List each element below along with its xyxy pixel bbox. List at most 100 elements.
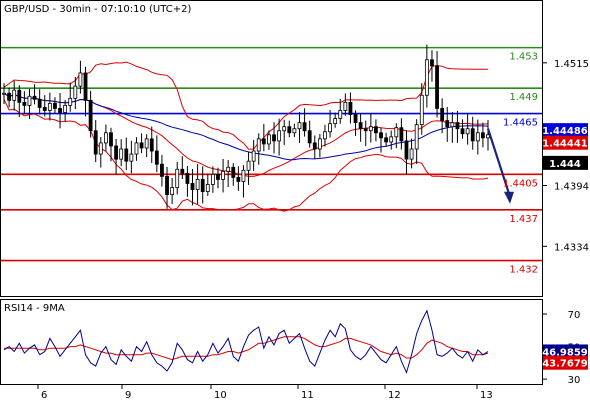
candle-body [282, 126, 287, 132]
candle-body [210, 173, 215, 185]
candle-body [414, 124, 419, 150]
candle-body [2, 92, 6, 95]
candle-body [323, 131, 327, 140]
candle-body [88, 99, 93, 132]
x-tick-label: 11 [301, 390, 314, 400]
candle-body [267, 134, 271, 145]
candle-body [236, 176, 241, 182]
candle-body [343, 101, 348, 111]
level-label: 1.437 [509, 214, 538, 225]
candle-body [42, 107, 47, 111]
candle-body [149, 138, 154, 152]
candle-body [445, 120, 450, 128]
candle-body [226, 166, 231, 172]
candle-body [435, 65, 439, 109]
price-tag [543, 135, 588, 150]
price-tag [543, 155, 588, 170]
candle-body [175, 168, 180, 188]
candle-body [22, 101, 27, 106]
candle-body [363, 128, 368, 132]
candle-body [160, 163, 164, 177]
rsi-value-tag [543, 344, 588, 359]
candle-body [302, 122, 307, 132]
candle-body [7, 92, 11, 101]
candle-body [246, 160, 251, 171]
level-labels: 1.453 1.449 1.4465 1.4405 1.437 1.432 [503, 52, 538, 276]
price-tag-label: 1.44486 [542, 126, 588, 137]
candle-body [154, 150, 159, 165]
candlesticks [2, 44, 490, 209]
candle-body [47, 102, 52, 111]
x-tick-label: 12 [388, 390, 401, 400]
candle-body [12, 89, 17, 101]
candle-body [63, 105, 68, 113]
candle-body [297, 122, 302, 130]
candle-body [109, 132, 113, 147]
price-tag-label: 1.444 [549, 159, 581, 170]
candle-body [384, 137, 389, 143]
candle-body [368, 126, 373, 132]
candle-body [379, 132, 383, 139]
candle-body [78, 72, 83, 87]
x-tick-label: 9 [125, 390, 131, 400]
candle-body [185, 172, 190, 184]
lower-band [3, 99, 489, 212]
candle-body [119, 148, 124, 160]
level-label: 1.4465 [503, 118, 538, 129]
y-tick-label: 1.4515 [554, 59, 589, 70]
level-label: 1.4405 [503, 178, 538, 189]
candle-body [465, 128, 470, 135]
candle-body [328, 123, 332, 133]
rsi-lines [3, 309, 489, 375]
candle-body [129, 153, 134, 162]
candle-body [424, 59, 429, 96]
candle-body [73, 85, 78, 99]
x-tick-label: 10 [214, 390, 227, 400]
candle-body [399, 127, 404, 142]
candle-body [53, 102, 57, 109]
candle-body [440, 108, 445, 122]
candle-body [455, 122, 460, 130]
candle-body [165, 175, 169, 196]
candle-body [358, 122, 363, 130]
candle-body [272, 134, 276, 142]
rsi-tick-label: 30 [568, 375, 581, 386]
projection-arrow [486, 128, 514, 204]
rsi-panel [0, 299, 543, 385]
candle-body [292, 128, 297, 134]
price-panel [0, 0, 543, 297]
candle-body [409, 148, 414, 160]
candle-body [221, 170, 225, 180]
candle-body [241, 169, 246, 182]
rsi-value-tag-label: 46.9859 [542, 347, 588, 358]
candle-body [475, 132, 480, 142]
candle-body [68, 97, 73, 106]
y-tick-label: 1.4394 [554, 181, 589, 192]
projection-line [486, 128, 511, 195]
rsi-series-line [4, 336, 489, 361]
candle-body [307, 130, 312, 144]
candle-body [103, 132, 108, 144]
level-label: 1.449 [509, 92, 538, 103]
candle-body [460, 128, 465, 135]
candle-body [17, 89, 22, 103]
candle-body [419, 94, 424, 126]
candle-body [256, 138, 261, 152]
candle-body [190, 183, 195, 190]
candle-body [27, 95, 32, 106]
rsi-value-tag [543, 355, 588, 370]
candle-body [231, 166, 236, 178]
projection-arrowhead [504, 191, 514, 204]
rsi-title: RSI14 - 9MA [4, 303, 65, 314]
level-label: 1.453 [509, 52, 538, 63]
rsi-value-tag-label: 43.7679 [542, 359, 588, 370]
candle-body [139, 142, 144, 149]
candle-body [481, 132, 485, 139]
y-tick-label: 1.4334 [554, 242, 589, 253]
candle-body [312, 142, 317, 150]
level-label: 1.432 [509, 265, 538, 276]
price-tag [543, 123, 588, 138]
candle-body [98, 142, 103, 155]
